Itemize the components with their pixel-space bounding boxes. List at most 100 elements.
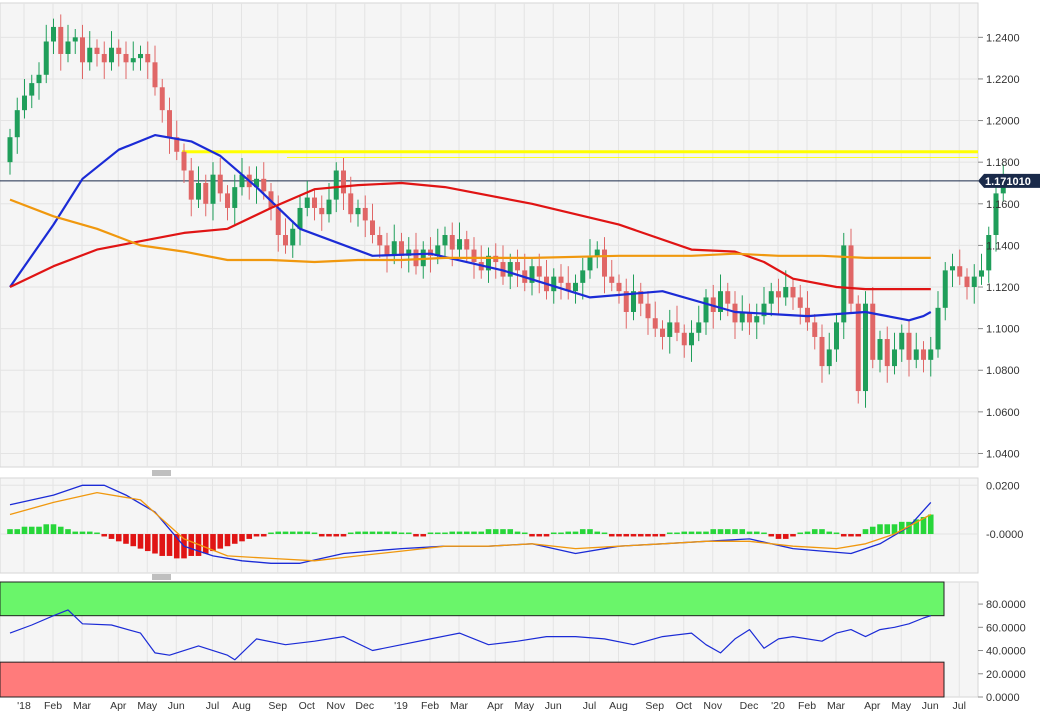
macd-histogram-bar [659, 534, 666, 537]
macd-histogram-bar [347, 532, 354, 535]
moving-average-2 [9, 181, 931, 291]
macd-histogram-bar [819, 529, 825, 535]
x-tick-label: '18 [17, 700, 31, 711]
candle [913, 332, 919, 369]
macd-line-2 [9, 491, 932, 562]
candle [979, 253, 984, 285]
candle [594, 241, 600, 269]
candle [580, 257, 586, 300]
x-tick-label: '19 [394, 700, 408, 711]
macd-histogram-bar [884, 524, 891, 535]
macd-histogram-bar [144, 534, 151, 552]
macd-histogram-bar [848, 534, 854, 537]
macd-histogram-bar [717, 529, 724, 535]
candle [993, 180, 999, 252]
price-tick-label: 1.1800 [986, 157, 1020, 169]
macd-histogram-bar [753, 531, 760, 535]
macd-histogram-bar [797, 532, 804, 535]
macd-histogram-bar [94, 532, 100, 535]
rsi-tick-label: 40.0000 [986, 646, 1026, 658]
candle [812, 314, 818, 350]
candle [283, 218, 288, 254]
x-tick-label: Apr [110, 700, 127, 711]
macd-histogram-bar [442, 532, 448, 535]
macd-histogram-bar [137, 534, 144, 549]
splitter-grip-2 [152, 574, 171, 580]
candle [370, 203, 375, 244]
candle [935, 291, 941, 358]
macd-histogram-bar [21, 526, 28, 535]
x-tick-label: May [891, 700, 912, 711]
candle [384, 232, 390, 273]
x-tick-label: Mar [827, 700, 846, 711]
macd-histogram-bar [768, 534, 775, 537]
moving-average-3 [9, 198, 931, 264]
candle [290, 220, 296, 258]
rsi-tick-label: 60.0000 [986, 622, 1026, 634]
candle [652, 301, 658, 337]
current-price-tag: 1.171010 [978, 173, 1040, 188]
macd-histogram-bar [478, 531, 485, 535]
candle [203, 174, 209, 217]
splitter-grip-1 [152, 470, 171, 476]
candle [892, 332, 897, 375]
candle [783, 270, 789, 306]
x-tick-label: Nov [703, 700, 722, 711]
macd-histogram-bar [695, 531, 702, 535]
macd-histogram-bar [652, 534, 659, 537]
candle [232, 174, 238, 225]
price-tick-label: 1.1400 [986, 240, 1020, 252]
x-tick-label: Mar [73, 700, 92, 711]
candle [391, 224, 397, 265]
candle [696, 305, 702, 342]
resistance-band-lower [287, 156, 978, 159]
candle [797, 284, 803, 325]
macd-histogram-bar [79, 531, 86, 535]
candle [674, 305, 680, 342]
candle [377, 226, 383, 258]
candle [761, 287, 767, 325]
macd-histogram-bar [507, 529, 514, 535]
candle [957, 249, 963, 285]
candle [667, 309, 673, 354]
macd-histogram-bar [782, 534, 789, 539]
macd-histogram-bar [565, 531, 572, 535]
macd-histogram-bar [297, 531, 303, 535]
candle [971, 264, 977, 304]
macd-histogram-bar [217, 534, 224, 549]
macd-histogram-bar [50, 524, 57, 535]
macd-histogram-bar [369, 531, 376, 535]
macd-histogram-bar [275, 531, 282, 535]
candle [565, 266, 571, 300]
macd-histogram-bar [594, 531, 601, 535]
macd-histogram-bar [130, 534, 137, 547]
macd-histogram-bar [790, 534, 796, 537]
macd-histogram-bar [188, 534, 195, 556]
macd-histogram-bar [572, 531, 579, 535]
macd-histogram-bar [703, 531, 709, 535]
candle [747, 303, 752, 335]
macd-histogram-bar [833, 532, 840, 535]
macd-histogram-bar [645, 534, 651, 537]
candle [703, 289, 709, 335]
candle [51, 18, 56, 54]
macd-tick-label: 0.0200 [986, 480, 1020, 492]
macd-histogram-bar [739, 529, 746, 535]
price-tick-label: 1.1000 [986, 324, 1020, 336]
macd-histogram-bar [630, 534, 637, 537]
candle [94, 39, 100, 67]
candle [616, 274, 622, 304]
candle [776, 278, 781, 315]
macd-histogram-bar [231, 534, 238, 544]
candle [217, 158, 223, 202]
macd-histogram-bar [579, 529, 586, 535]
macd-histogram-bar [543, 534, 550, 537]
candle [145, 41, 151, 79]
candle [355, 199, 361, 227]
candle [43, 24, 49, 84]
macd-histogram-bar [14, 529, 21, 535]
candle [319, 195, 325, 231]
macd-histogram-bar [427, 532, 434, 535]
candle [638, 282, 644, 317]
candle [326, 182, 332, 223]
